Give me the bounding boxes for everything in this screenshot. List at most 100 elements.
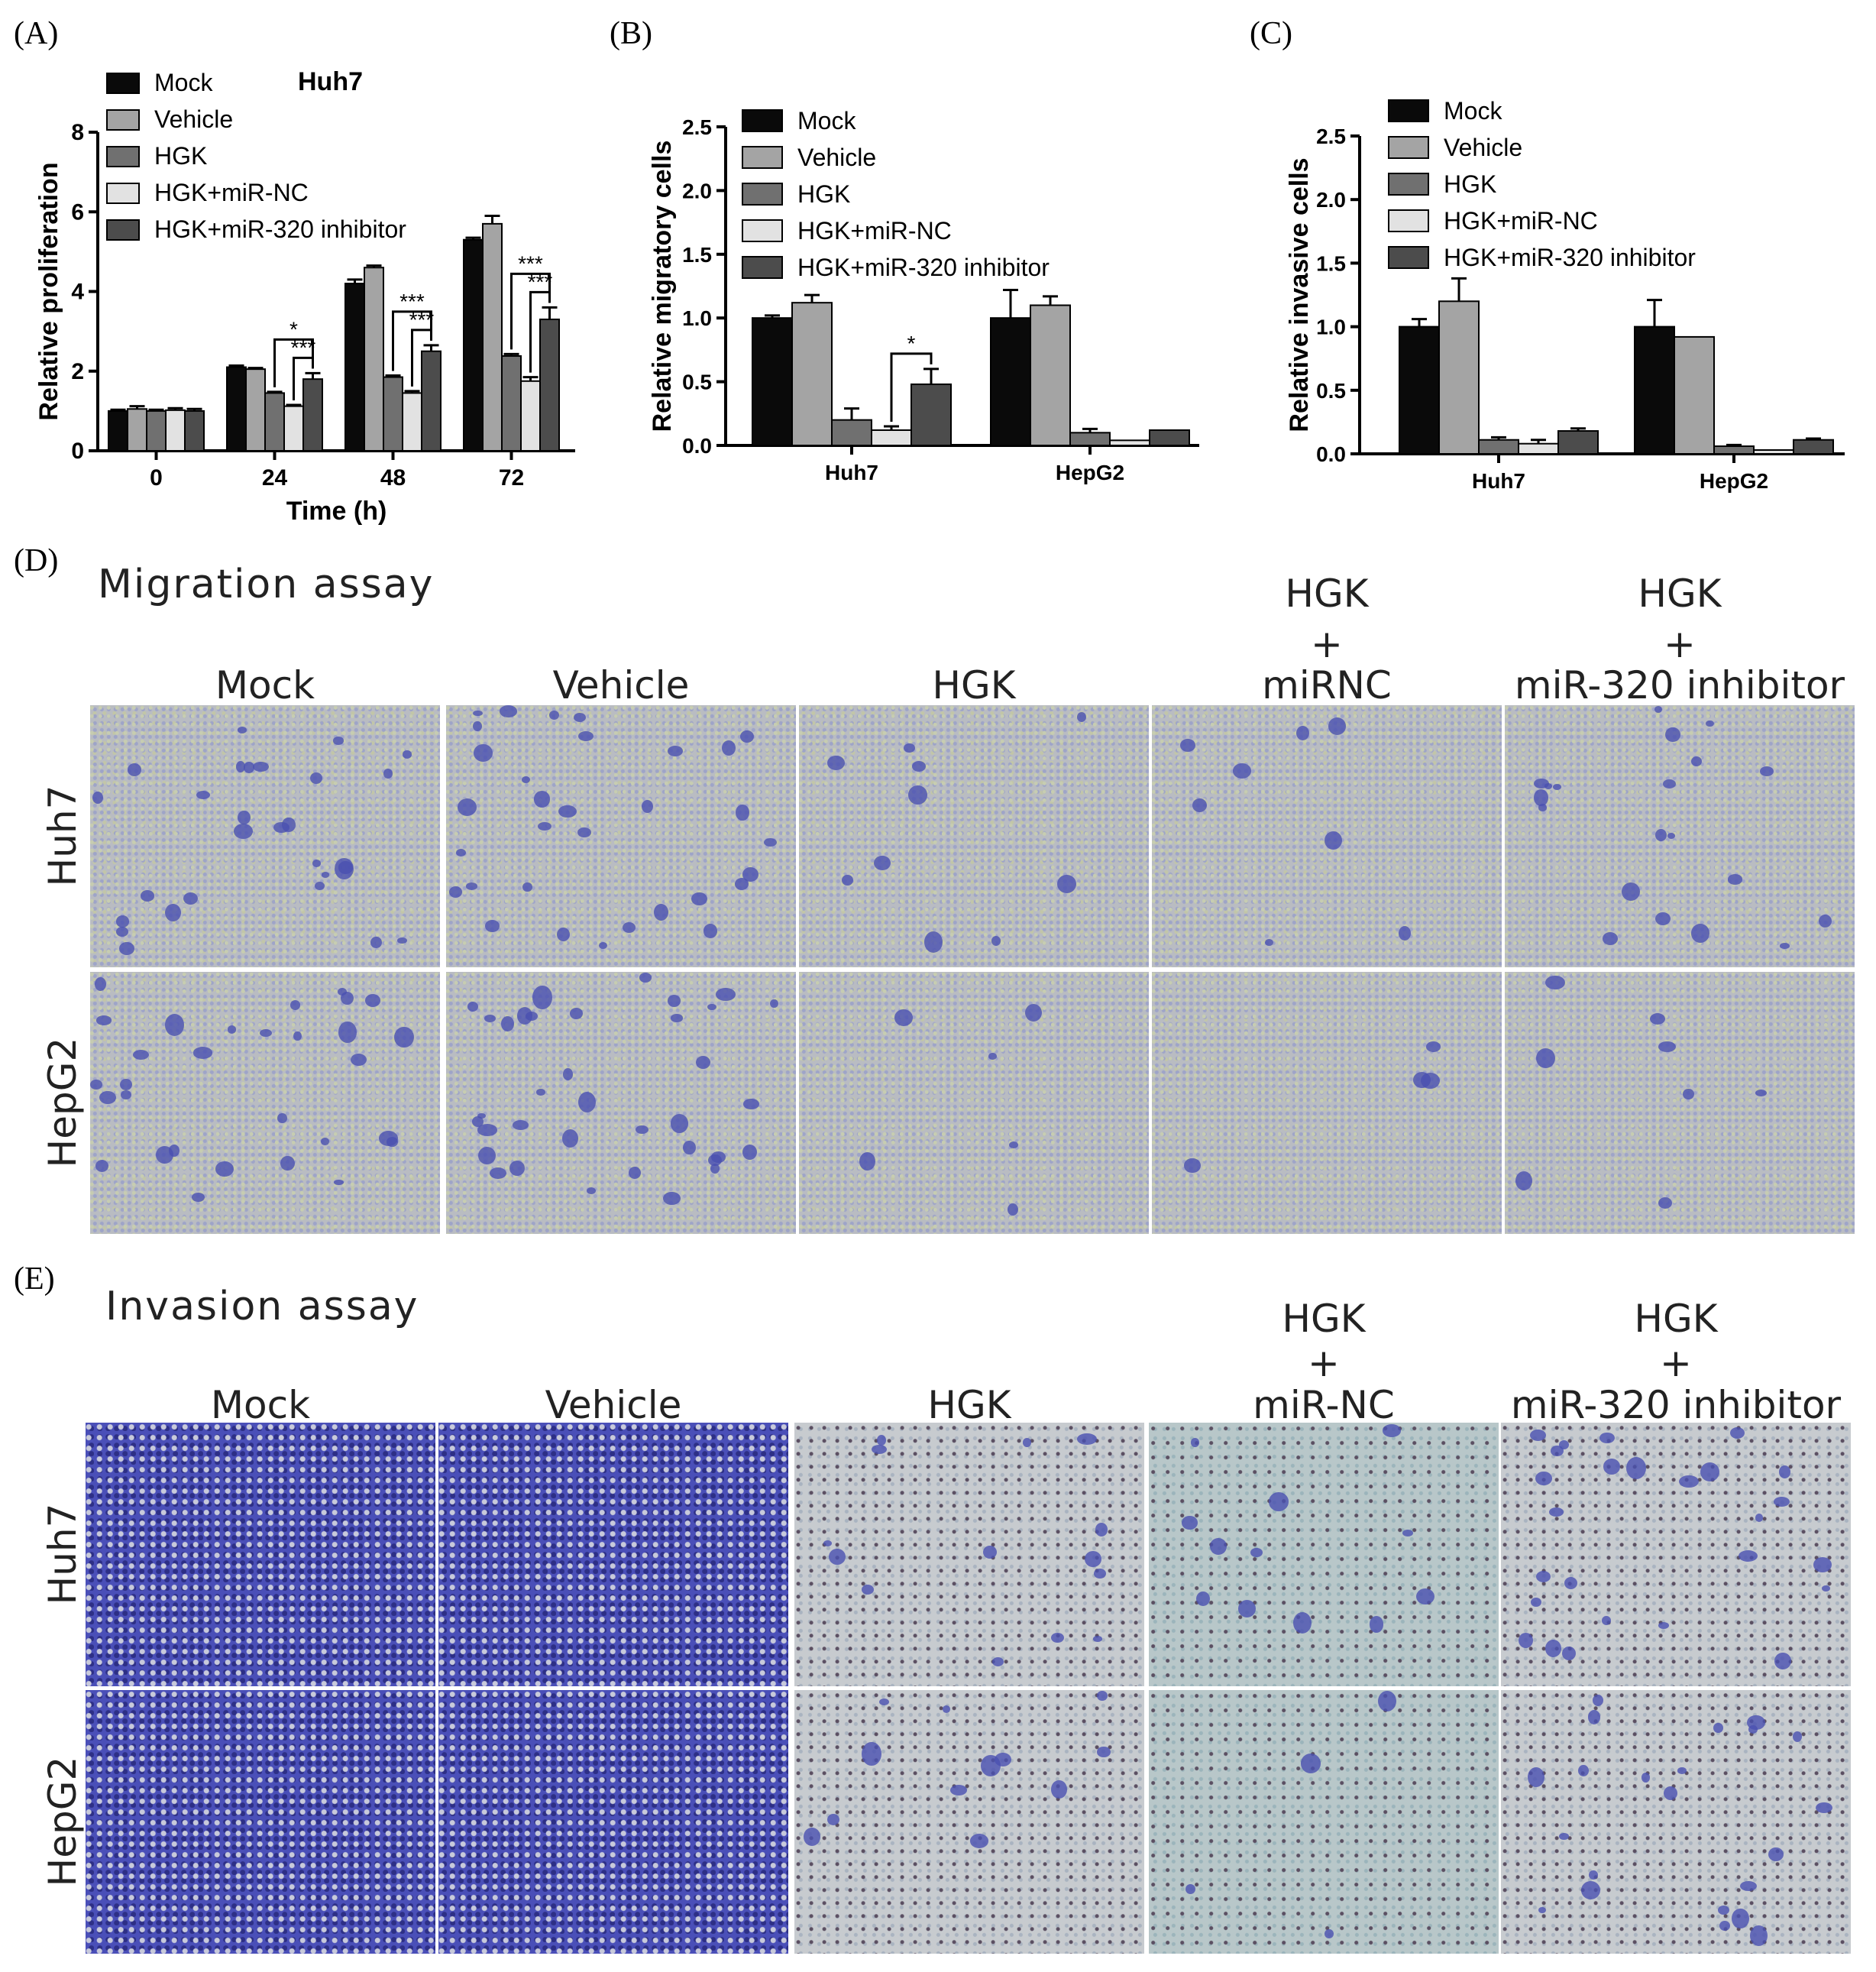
stained-cell	[1730, 1426, 1745, 1439]
legend-label: Vehicle	[797, 144, 876, 171]
micrograph-image	[1501, 1423, 1851, 1686]
stained-cell	[1552, 784, 1562, 790]
stained-cell	[556, 928, 570, 942]
stained-cell	[558, 805, 577, 818]
bar	[302, 378, 323, 452]
stained-cell	[1544, 782, 1553, 789]
significance-mark: ***	[528, 270, 553, 293]
y-tick-label: 2.5	[682, 115, 712, 139]
column-header-top: HGK	[1634, 1297, 1718, 1341]
bar	[402, 392, 422, 452]
stained-cell	[1328, 717, 1347, 735]
stained-cell	[982, 1545, 998, 1559]
significance-bracket	[293, 356, 314, 401]
stained-cell	[1780, 943, 1790, 949]
stained-cell	[1325, 1929, 1334, 1939]
stained-cell	[95, 1160, 109, 1172]
y-tick-label: 2.5	[1316, 125, 1346, 148]
stained-cell	[1095, 1523, 1108, 1536]
stained-cell	[569, 1007, 584, 1019]
column-header-bottom: miR-320 inhibitor	[1510, 1383, 1842, 1427]
stained-cell	[1602, 931, 1618, 945]
bar	[226, 366, 247, 452]
stained-cell	[708, 1154, 723, 1167]
stained-cell	[1536, 1571, 1551, 1583]
stained-cell	[477, 1147, 496, 1165]
stained-cell	[1778, 1465, 1791, 1478]
stained-cell	[861, 1585, 874, 1595]
bar	[1478, 439, 1519, 455]
y-tick-label: 2	[71, 359, 84, 384]
bar	[344, 283, 365, 452]
stained-cell	[321, 1138, 329, 1145]
y-tick-label: 0.0	[1316, 442, 1346, 466]
stained-cell	[334, 1179, 344, 1186]
stained-cell	[1750, 1925, 1768, 1947]
stained-cell	[1421, 1073, 1441, 1089]
stained-cell	[1690, 756, 1702, 767]
stained-cell	[1515, 1171, 1533, 1190]
stained-cell	[1190, 1438, 1199, 1447]
y-tick-label: 0	[71, 439, 84, 464]
stained-cell	[670, 1114, 689, 1133]
column-header-top: HGK	[1282, 1297, 1366, 1341]
stained-cell	[1269, 1492, 1289, 1511]
stained-cell	[1739, 1550, 1758, 1562]
legend-label: HGK	[154, 142, 207, 170]
stained-cell	[1195, 1592, 1210, 1607]
stained-cell	[1536, 1048, 1556, 1069]
stained-cell	[764, 837, 778, 847]
stained-cell	[535, 1088, 546, 1096]
stained-cell	[1238, 1599, 1257, 1617]
bar	[831, 419, 872, 447]
stained-cell	[1665, 727, 1680, 743]
stained-cell	[1678, 1475, 1699, 1488]
y-tick-label: 1.5	[682, 243, 712, 267]
stained-cell	[1717, 1906, 1730, 1915]
stained-cell	[1561, 1646, 1576, 1660]
stained-cell	[911, 760, 927, 772]
stained-cell	[1625, 1456, 1646, 1479]
micrograph-image	[86, 1690, 435, 1954]
stained-cell	[1564, 1576, 1578, 1589]
column-header-mid: +	[1664, 622, 1696, 666]
stained-cell	[312, 860, 322, 867]
micrograph-image	[86, 1423, 435, 1686]
micrograph-image	[1505, 972, 1855, 1234]
legend-swatch	[742, 146, 783, 169]
legend-label: Mock	[1444, 97, 1502, 125]
panel-label-e: (E)	[14, 1261, 55, 1297]
bar	[108, 410, 128, 452]
bar	[364, 267, 384, 452]
stained-cell	[991, 935, 1001, 946]
x-tick-label: 48	[380, 465, 406, 491]
legend-swatch	[1388, 209, 1429, 232]
stained-cell	[193, 1047, 213, 1059]
micrograph-image	[799, 972, 1149, 1234]
bar	[1069, 432, 1111, 447]
legend-label: Mock	[797, 107, 856, 134]
column-header-bottom: HGK	[932, 663, 1016, 708]
stained-cell	[1658, 1197, 1672, 1209]
stained-cell	[1077, 1433, 1097, 1446]
column-header-bottom: miRNC	[1262, 663, 1392, 708]
stained-cell	[1398, 926, 1411, 941]
stained-cell	[639, 973, 652, 983]
significance-bracket	[392, 310, 432, 371]
stained-cell	[716, 988, 736, 1002]
legend-swatch	[742, 219, 783, 242]
stained-cell	[537, 821, 551, 831]
micrograph-image	[794, 1423, 1144, 1686]
stained-cell	[378, 1131, 399, 1147]
panel-label-c: (C)	[1250, 16, 1292, 51]
micrograph-image	[438, 1690, 788, 1954]
significance-mark: *	[907, 332, 916, 355]
bar	[539, 318, 560, 452]
stained-cell	[394, 1026, 414, 1048]
stained-cell	[95, 977, 106, 991]
stained-cell	[1094, 1569, 1106, 1579]
stained-cell	[1815, 1802, 1832, 1814]
stained-cell	[1538, 804, 1548, 811]
bar	[1030, 304, 1071, 446]
